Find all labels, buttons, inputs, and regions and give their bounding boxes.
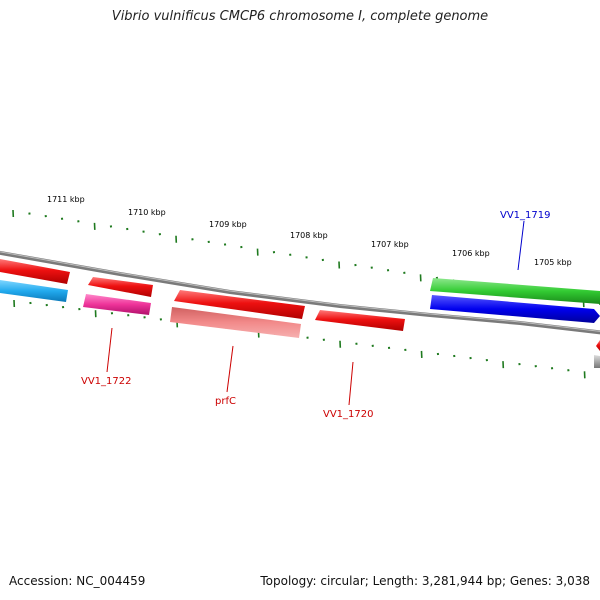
map-title: Vibrio vulnificus CMCP6 chromosome I, co… xyxy=(111,9,489,24)
gene-label-vv1-1719[interactable]: VV1_1719 xyxy=(500,210,551,221)
tick-label-1708: 1708 kbp xyxy=(290,231,328,240)
gene-feature-forward[interactable] xyxy=(88,277,153,297)
tick-label-1706: 1706 kbp xyxy=(452,249,490,258)
chromosome-backbone-highlight xyxy=(0,251,600,332)
gene-label-vv1-1722[interactable]: VV1_1722 xyxy=(81,376,132,387)
accession-text: Accession: NC_004459 xyxy=(9,574,146,588)
gene-prfC[interactable] xyxy=(170,307,301,338)
gene-feature-forward[interactable] xyxy=(174,290,305,319)
gene-vv1-1722[interactable] xyxy=(83,294,151,315)
tick-label-1711: 1711 kbp xyxy=(47,195,85,204)
chromosome-backbone xyxy=(0,250,600,335)
gene-label-vv1-1720[interactable]: VV1_1720 xyxy=(323,409,374,420)
gene-feature-reverse[interactable] xyxy=(0,280,68,302)
gene-feature-reverse[interactable] xyxy=(430,295,600,323)
genome-summary: Topology: circular; Length: 3,281,944 bp… xyxy=(260,574,590,588)
gene-feature-forward[interactable] xyxy=(0,259,70,284)
gene-feature-reverse[interactable] xyxy=(594,355,600,368)
tick-label-1709: 1709 kbp xyxy=(209,220,247,229)
tick-label-1705: 1705 kbp xyxy=(534,258,572,267)
leader-line-vv1-1722 xyxy=(106,327,113,373)
tick-label-1710: 1710 kbp xyxy=(128,208,166,217)
gene-feature-forward[interactable] xyxy=(596,340,600,351)
leader-line-vv1-1719 xyxy=(517,220,525,271)
leader-line-prfC xyxy=(226,345,234,393)
gene-label-prfC[interactable]: prfC xyxy=(215,396,236,407)
gene-vv1-1719[interactable] xyxy=(430,278,600,304)
gene-feature-forward[interactable] xyxy=(315,310,405,331)
tick-label-1707: 1707 kbp xyxy=(371,240,409,249)
leader-line-vv1-1720 xyxy=(348,361,354,406)
